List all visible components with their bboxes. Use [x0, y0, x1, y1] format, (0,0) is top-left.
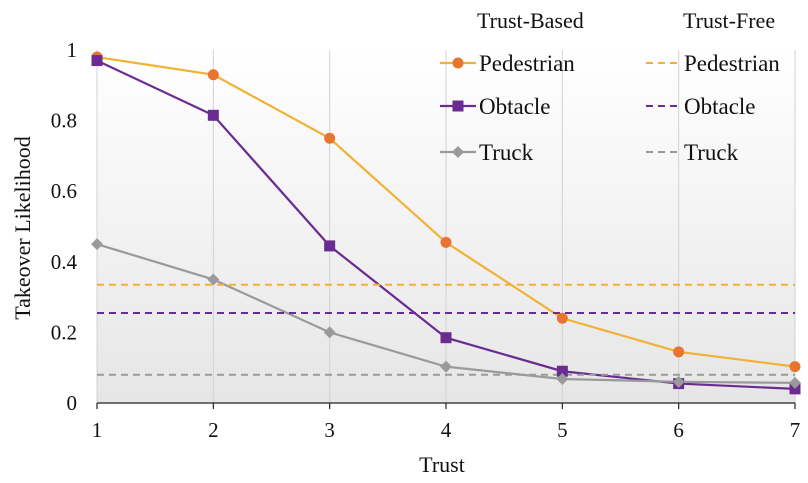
x-tick-label: 6	[673, 418, 684, 442]
legend-heading-trust-based: Trust-Based	[477, 8, 584, 33]
data-point-pedestrian-4	[440, 236, 452, 248]
legend-label-truck: Truck	[479, 140, 534, 165]
data-point-truck-4	[440, 360, 452, 373]
legend-label-obtacle: Obtacle	[479, 94, 551, 119]
data-point-pedestrian-6	[673, 346, 685, 358]
data-point-truck-1	[91, 238, 103, 251]
data-point-pedestrian-2	[207, 69, 219, 81]
vertical-gridlines	[96, 50, 796, 403]
data-point-truck-3	[323, 326, 336, 339]
data-point-truck-7	[789, 376, 801, 389]
x-tick-label: 5	[557, 418, 568, 442]
legend-heading-trust-free: Trust-Free	[683, 8, 775, 33]
data-point-obtacle-2	[207, 109, 219, 121]
data-point-truck-5	[556, 372, 569, 385]
data-point-truck-2	[207, 273, 220, 286]
x-tick-label: 7	[790, 418, 801, 442]
data-point-obtacle-1	[91, 55, 103, 67]
legend-label-pedestrian: Pedestrian	[479, 51, 575, 76]
legend-marker-pedestrian	[452, 57, 464, 69]
data-point-obtacle-7	[789, 383, 801, 395]
legend-label-dashed-pedestrian: Pedestrian	[684, 51, 780, 76]
x-tick-label: 2	[208, 418, 219, 442]
data-point-obtacle-5	[556, 365, 568, 377]
legend: Trust-Based Trust-Free Pedestrian Obtacle…	[440, 8, 780, 165]
data-point-obtacle-4	[440, 332, 452, 344]
legend-marker-obtacle	[452, 100, 464, 112]
legend-label-dashed-obtacle: Obtacle	[684, 94, 756, 119]
x-tick-label: 1	[92, 418, 103, 442]
x-tick-label: 3	[324, 418, 335, 442]
y-tick-label: 0.4	[51, 250, 78, 274]
legend-label-dashed-truck: Truck	[684, 140, 739, 165]
y-tick-label: 0	[67, 391, 78, 415]
y-tick-label: 1	[67, 38, 78, 62]
y-tick-label: 0.8	[51, 109, 77, 133]
y-tick-label: 0.2	[51, 320, 77, 344]
x-axis-title: Trust	[419, 452, 465, 477]
y-axis-title: Takeover Likelihood	[10, 136, 35, 320]
x-tick-label: 4	[441, 418, 452, 442]
x-axis-ticks: 1 2 3 4 5 6 7	[92, 403, 801, 442]
y-axis-ticks: 0 0.2 0.4 0.6 0.8 1	[51, 38, 78, 415]
data-point-truck-6	[672, 375, 685, 388]
y-tick-label: 0.6	[51, 179, 77, 203]
data-point-pedestrian-7	[789, 361, 801, 373]
data-point-obtacle-3	[324, 240, 336, 252]
series-markers	[91, 51, 801, 395]
data-point-pedestrian-3	[324, 132, 336, 144]
data-point-pedestrian-5	[556, 312, 568, 324]
legend-marker-truck	[452, 146, 464, 158]
